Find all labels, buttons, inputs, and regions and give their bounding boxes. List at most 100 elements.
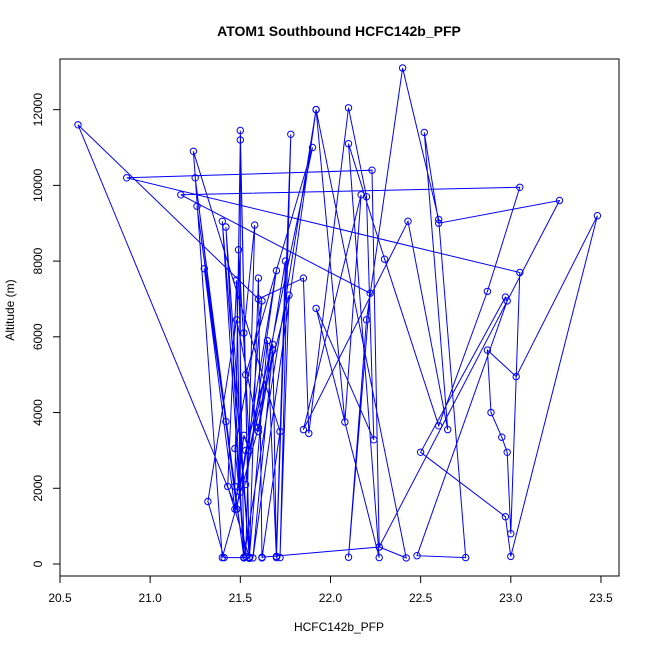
plot-area [59, 58, 620, 577]
data-point [308, 143, 317, 152]
data-point [272, 266, 281, 275]
data-point [240, 329, 248, 337]
data-point [276, 427, 284, 436]
data-point [222, 223, 230, 231]
data-point [420, 128, 428, 137]
data-point [193, 202, 201, 210]
data-point [245, 446, 254, 455]
data-point [404, 217, 412, 226]
data-point [299, 425, 308, 434]
x-axis: 20.5 21.0 21.5 22.0 22.5 23.0 23.5 [48, 575, 613, 605]
data-point [413, 552, 421, 560]
x-tick-label: 21.0 [138, 591, 162, 605]
y-axis-label: Altitude (m) [3, 279, 17, 340]
data-point [242, 480, 250, 489]
data-point [501, 513, 510, 521]
data-point [231, 482, 239, 491]
data-point [269, 340, 277, 349]
x-tick-label: 21.5 [229, 591, 253, 605]
y-tick-label: 8000 [31, 247, 45, 274]
data-point [74, 121, 82, 129]
data-point [305, 429, 313, 438]
data-point [483, 346, 492, 354]
data-point [191, 174, 199, 182]
data-point [281, 257, 290, 265]
data-point [380, 255, 389, 263]
data-point [435, 215, 443, 224]
data-point [242, 446, 250, 455]
x-tick-label: 23.5 [589, 591, 613, 605]
data-point [398, 64, 407, 72]
data-point [487, 408, 495, 417]
data-point [222, 417, 230, 426]
data-point [218, 553, 227, 562]
data-point [233, 276, 241, 284]
data-point [236, 488, 245, 496]
data-point [357, 191, 365, 199]
data-point [593, 212, 602, 220]
x-tick-label: 23.0 [499, 591, 523, 605]
data-point [483, 287, 492, 296]
data-point [287, 130, 295, 139]
y-tick-label: 12000 [31, 93, 45, 127]
data-point [236, 136, 245, 144]
data-point [462, 553, 470, 562]
x-axis-label: HCFC142b_PFP [294, 620, 384, 634]
data-point [254, 295, 263, 303]
data-point [200, 265, 209, 273]
series-line-layer [77, 67, 598, 559]
data-point [285, 291, 293, 299]
data-point [204, 497, 212, 506]
data-point [341, 418, 349, 426]
data-point [251, 221, 259, 229]
data-point [242, 371, 250, 379]
data-point [263, 336, 272, 345]
data-point [240, 431, 248, 439]
data-point [501, 293, 510, 301]
data-point [245, 554, 254, 562]
data-point [240, 553, 248, 562]
data-point [362, 316, 371, 324]
y-tick-label: 6000 [31, 323, 45, 350]
y-axis: 0 2000 4000 6000 8000 10000 12000 [31, 93, 61, 567]
data-point [344, 140, 353, 148]
y-tick-label: 2000 [31, 475, 45, 502]
data-point [416, 448, 425, 456]
data-point [123, 174, 131, 182]
data-point [234, 246, 243, 254]
data-point [254, 424, 263, 432]
data-point [344, 553, 353, 561]
x-tick-label: 22.0 [319, 591, 343, 605]
y-tick-label: 0 [31, 560, 45, 567]
y-tick-label: 4000 [31, 399, 45, 426]
data-point [231, 444, 239, 453]
data-point [254, 274, 263, 282]
y-tick-label: 10000 [31, 168, 45, 202]
chart-title: ATOM1 Southbound HCFC142b_PFP [217, 23, 461, 39]
data-point [507, 530, 515, 538]
data-point [435, 219, 443, 227]
data-point [276, 553, 284, 562]
data-point [512, 372, 520, 381]
data-point [233, 316, 241, 324]
data-point [555, 196, 564, 205]
data-point [507, 552, 515, 561]
x-tick-label: 20.5 [48, 591, 72, 605]
data-point [375, 553, 383, 562]
data-point [370, 436, 378, 444]
data-point [366, 289, 374, 297]
data-point [233, 505, 241, 513]
data-point [254, 427, 263, 436]
data-point [177, 191, 185, 199]
data-point [375, 543, 383, 551]
data-point [498, 433, 506, 441]
data-point [258, 553, 266, 561]
data-point [344, 104, 353, 112]
data-point [368, 166, 376, 174]
data-point [272, 552, 281, 561]
data-point [236, 126, 245, 135]
data-point [312, 304, 320, 313]
data-point [516, 183, 524, 192]
data-point [269, 346, 277, 354]
